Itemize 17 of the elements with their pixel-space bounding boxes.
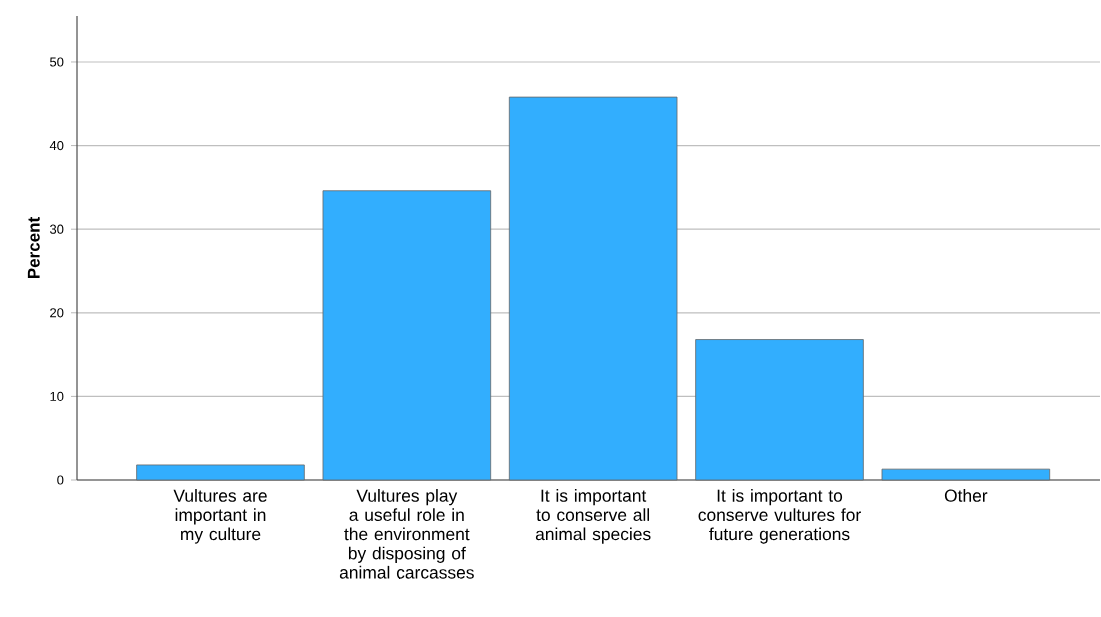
bar — [695, 339, 864, 481]
x-tick-label: Vultures play a useful role in the environment by disposing of animal carcasses — [339, 489, 474, 579]
x-tick-label: It is important to conserve all animal species — [535, 489, 651, 544]
y-axis-title: Percent — [27, 217, 40, 279]
y-tick-label: 30 — [49, 224, 64, 234]
y-tick-label: 40 — [49, 141, 64, 151]
x-tick-label: Other — [944, 489, 988, 502]
bar — [322, 190, 492, 481]
x-tick-label: It is important to conserve vultures for future generations — [698, 489, 861, 544]
y-tick-label: 10 — [50, 391, 64, 401]
y-tick-label: 0 — [57, 475, 64, 485]
y-tick-label: 50 — [50, 57, 64, 67]
y-tick-label: 20 — [50, 308, 64, 318]
bar — [881, 468, 1051, 481]
x-tick-label: Vultures are important in my culture — [173, 489, 267, 544]
bar — [136, 464, 305, 481]
bar — [508, 96, 678, 481]
